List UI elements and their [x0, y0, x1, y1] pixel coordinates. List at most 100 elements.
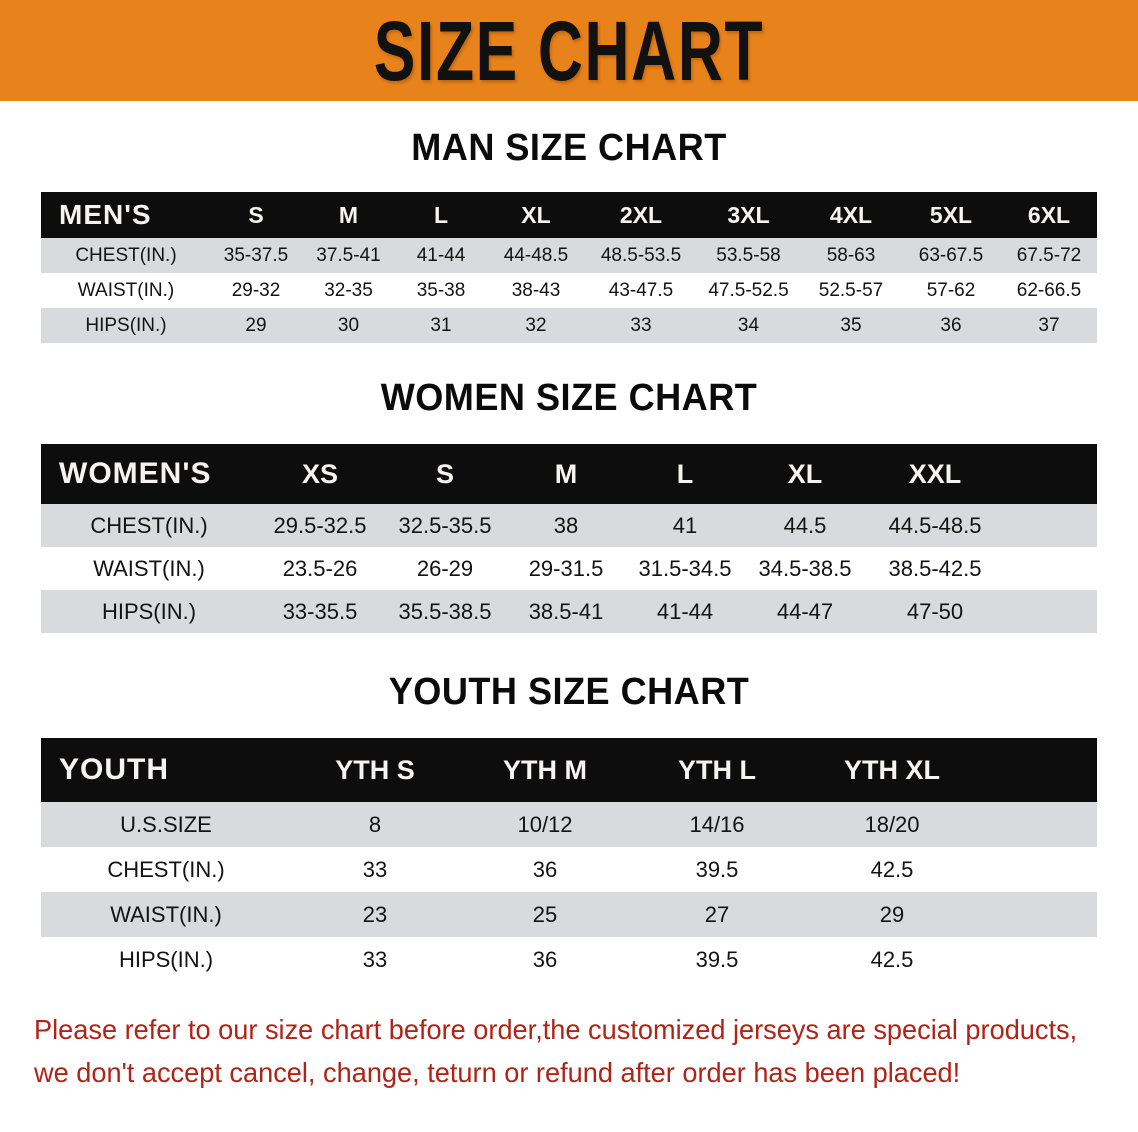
men-cell: 32-35: [324, 279, 373, 301]
women-cell-empty: [1005, 547, 1097, 590]
men-cell: 57-62: [926, 279, 976, 301]
women-col-header: S: [435, 458, 454, 489]
youth-cell: 14/16: [689, 811, 745, 837]
men-cell: 36: [940, 314, 962, 336]
men-cell: 62-66.5: [1016, 279, 1082, 301]
table-row: CHEST(IN.) 29.5-32.5 32.5-35.5 38 41 44.…: [41, 504, 1097, 547]
women-cell: 47-50: [906, 598, 964, 624]
women-cell: 38.5-41: [528, 598, 604, 624]
men-cell: 30: [337, 314, 360, 336]
men-cell: 29: [245, 314, 267, 336]
men-cell: 48.5-53.5: [600, 244, 682, 266]
women-cell: 23.5-26: [282, 555, 358, 581]
women-col-header: M: [554, 458, 578, 489]
women-cell: 44.5: [783, 512, 827, 538]
youth-cell: 27: [704, 901, 730, 927]
women-section-title: WOMEN SIZE CHART: [380, 377, 758, 419]
table-row: CHEST(IN.) 33 36 39.5 42.5: [41, 847, 1097, 892]
men-size-table: MEN'S S M L XL 2XL 3XL 4XL 5XL 6XL CHEST…: [41, 192, 1097, 343]
men-cell: 37: [1038, 314, 1060, 336]
men-cell: 44-48.5: [503, 244, 569, 266]
women-cell: 44-47: [776, 598, 834, 624]
youth-cell: 42.5: [870, 946, 914, 972]
men-cell: 53.5-58: [716, 244, 781, 266]
women-cell: 44.5-48.5: [888, 512, 982, 538]
youth-cell: 23: [362, 901, 388, 927]
women-cell: 38: [553, 512, 579, 538]
women-col-header: XXL: [908, 458, 962, 489]
women-row-label: HIPS(IN.): [101, 598, 197, 624]
youth-cell: 36: [532, 946, 558, 972]
women-row-label: WAIST(IN.): [93, 555, 205, 581]
women-cell: 35.5-38.5: [398, 598, 492, 624]
women-col-header-empty: [1005, 444, 1097, 504]
women-cell: 29-31.5: [528, 555, 604, 581]
youth-row-label: HIPS(IN.): [118, 946, 214, 972]
youth-col-header-empty: [981, 738, 1097, 802]
youth-cell: 39.5: [695, 946, 739, 972]
men-cell: 29-32: [231, 279, 281, 301]
table-row: WAIST(IN.) 23 25 27 29: [41, 892, 1097, 937]
youth-row-label: CHEST(IN.): [107, 856, 225, 882]
youth-cell: 18/20: [864, 811, 920, 837]
youth-cell: 36: [532, 856, 558, 882]
youth-col-header: YTH M: [503, 754, 587, 785]
page-title: SIZE CHART: [373, 2, 765, 99]
men-row-label: WAIST(IN.): [77, 279, 175, 301]
youth-corner-label: YOUTH: [59, 753, 169, 786]
men-col-header: L: [433, 201, 449, 228]
footer-note: Please refer to our size chart before or…: [34, 1008, 1078, 1095]
men-col-header: S: [248, 201, 264, 228]
women-cell: 32.5-35.5: [398, 512, 492, 538]
women-cell: 29.5-32.5: [273, 512, 367, 538]
table-row: WAIST(IN.) 29-32 32-35 35-38 38-43 43-47…: [41, 273, 1097, 308]
youth-cell: 33: [362, 856, 388, 882]
women-corner-label: WOMEN'S: [59, 457, 212, 490]
men-row-label: CHEST(IN.): [75, 244, 177, 266]
men-cell: 47.5-52.5: [708, 279, 789, 301]
youth-cell-empty: [981, 847, 1097, 892]
women-cell-empty: [1005, 590, 1097, 633]
men-cell: 35-37.5: [223, 244, 289, 266]
men-col-header: XL: [521, 201, 551, 228]
men-cell: 41-44: [416, 244, 466, 266]
youth-row-label: WAIST(IN.): [110, 901, 222, 927]
men-cell: 33: [630, 314, 652, 336]
men-cell: 38-43: [511, 279, 561, 301]
women-cell: 31.5-34.5: [638, 555, 732, 581]
men-cell: 67.5-72: [1016, 244, 1082, 266]
youth-cell: 42.5: [870, 856, 914, 882]
women-size-table: WOMEN'S XS S M L XL XXL CHEST(IN.) 29.5-…: [41, 444, 1097, 633]
youth-col-header: YTH L: [678, 754, 756, 785]
women-cell: 38.5-42.5: [888, 555, 982, 581]
men-table-header-row: MEN'S S M L XL 2XL 3XL 4XL 5XL 6XL: [41, 192, 1097, 238]
youth-size-table: YOUTH YTH S YTH M YTH L YTH XL U.S.SIZE …: [41, 738, 1097, 982]
men-corner-label: MEN'S: [59, 199, 152, 230]
men-cell: 37.5-41: [316, 244, 381, 266]
women-cell: 41: [672, 512, 698, 538]
table-row: WAIST(IN.) 23.5-26 26-29 29-31.5 31.5-34…: [41, 547, 1097, 590]
women-col-header: L: [676, 458, 694, 489]
men-cell: 58-63: [826, 244, 876, 266]
footer-line-1: Please refer to our size chart before or…: [34, 1014, 1078, 1045]
youth-col-header: YTH XL: [843, 754, 940, 785]
men-row-label: HIPS(IN.): [85, 314, 167, 336]
men-col-header: 2XL: [619, 201, 663, 228]
youth-cell-empty: [981, 937, 1097, 982]
youth-table-header-row: YOUTH YTH S YTH M YTH L YTH XL: [41, 738, 1097, 802]
men-cell: 52.5-57: [818, 279, 884, 301]
youth-cell-empty: [981, 802, 1097, 847]
women-cell: 41-44: [656, 598, 714, 624]
women-row-label: CHEST(IN.): [90, 512, 208, 538]
youth-section-title: YOUTH SIZE CHART: [388, 671, 750, 713]
men-cell: 43-47.5: [608, 279, 674, 301]
women-table-header-row: WOMEN'S XS S M L XL XXL: [41, 444, 1097, 504]
youth-cell: 25: [532, 901, 558, 927]
men-cell: 34: [737, 314, 760, 336]
table-row: CHEST(IN.) 35-37.5 37.5-41 41-44 44-48.5…: [41, 238, 1097, 273]
man-section-title: MAN SIZE CHART: [411, 127, 727, 169]
men-col-header: 3XL: [727, 201, 770, 228]
women-cell: 34.5-38.5: [758, 555, 852, 581]
footer-line-2: we don't accept cancel, change, teturn o…: [34, 1057, 961, 1089]
